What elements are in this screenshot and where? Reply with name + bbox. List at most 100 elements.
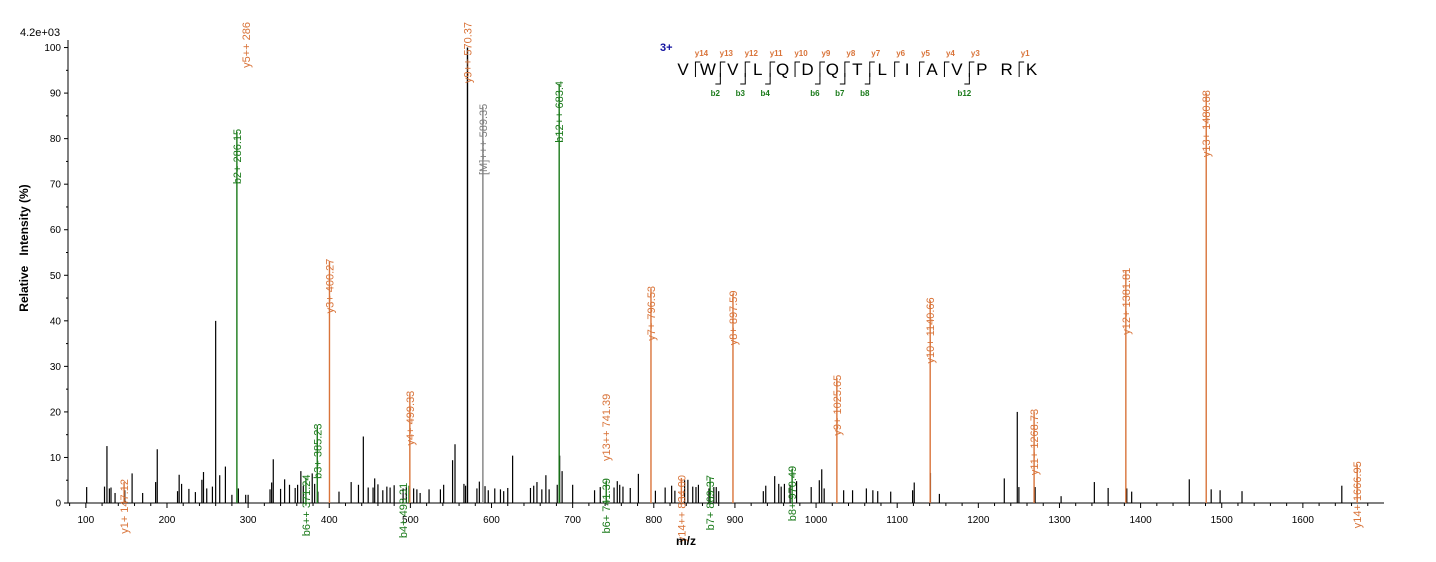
y-ion-label: y11 — [770, 49, 783, 58]
y-ion-label: y10 — [794, 49, 808, 58]
sequence-residue: A — [926, 60, 938, 79]
sequence-residue: W — [700, 60, 716, 79]
y-ion-label: y9 — [821, 49, 830, 58]
peak-label: y14+ 1666.95 — [1352, 461, 1364, 528]
b-ion-label: b4 — [760, 89, 770, 98]
b-ion-bracket — [814, 73, 821, 85]
peak-label: y8+ 897.59 — [728, 290, 740, 345]
b-ion-label: b6 — [810, 89, 820, 98]
peak-label: b7+ 869.37 — [705, 475, 717, 530]
x-tick-label: 800 — [645, 515, 662, 526]
x-tick-label: 600 — [483, 515, 500, 526]
chart-axes: 0 10 20 30 40 50 60 70 80 90 100 100 200 300 400 500 600… — [44, 40, 1384, 526]
sequence-residue: L — [753, 60, 762, 79]
sequence-residue: V — [951, 60, 963, 79]
peak-label: b3+ 385.23 — [312, 423, 324, 478]
x-tick-label: 1000 — [805, 515, 828, 526]
peak-label: b12++ 683.4 — [554, 81, 566, 143]
y-ion-label: y1 — [1021, 49, 1030, 58]
y-tick-label: 70 — [50, 180, 62, 191]
peak-label: y11+ 1268.73 — [1029, 409, 1041, 475]
y-ion-label: y12 — [745, 49, 759, 58]
peak-label: b2+ 286.15 — [232, 129, 244, 184]
sequence-residue: L — [877, 60, 886, 79]
b-ion-bracket — [839, 73, 846, 85]
y-tick-label: 20 — [50, 407, 62, 418]
y-ion-bracket — [744, 61, 751, 77]
sequence-residue: V — [727, 60, 739, 79]
peak-label: y9++ 570.37 — [462, 22, 474, 83]
x-tick-label: 1300 — [1048, 515, 1071, 526]
y-ion-label: y14 — [695, 49, 709, 58]
y-tick-label: 90 — [50, 89, 62, 100]
sequence-residue: I — [905, 60, 910, 79]
x-axis-title: m/z — [676, 534, 696, 548]
x-tick-label: 1200 — [967, 515, 990, 526]
peaks-layer — [86, 47, 1358, 503]
b-ion-label: b12 — [957, 89, 971, 98]
y-tick-label: 40 — [50, 316, 62, 327]
y-axis-title: Relative Intensity (%) — [17, 184, 31, 311]
b-ion-bracket — [765, 73, 771, 85]
peak-label: b6+ 741.39 — [601, 478, 613, 533]
b-ion-label: b2 — [711, 89, 721, 98]
y-ion-bracket — [869, 61, 875, 77]
peak-label: y13++ 741.39 — [601, 394, 613, 461]
y-tick-label: 50 — [50, 271, 62, 282]
x-tick-label: 1400 — [1129, 515, 1152, 526]
charge-state: 3+ — [660, 42, 673, 54]
y-ion-bracket — [968, 61, 975, 77]
x-tick-label: 500 — [402, 515, 419, 526]
peak-label: y13+ 1480.88 — [1201, 90, 1213, 157]
peak-label: b8+ 970.49 — [787, 466, 799, 521]
b-ion-bracket — [740, 73, 746, 85]
sequence-residue: R — [1001, 60, 1013, 79]
peak-label: y7+ 796.53 — [646, 286, 658, 341]
sequence-residue: K — [1026, 60, 1038, 79]
peak-label: [M]+++ 589.35 — [478, 104, 490, 175]
y-ion-bracket — [1018, 61, 1025, 77]
sequence-residue: Q — [826, 60, 839, 79]
x-tick-label: 400 — [321, 515, 338, 526]
sequence-residue: P — [976, 60, 987, 79]
y-ion-label: y8 — [846, 49, 855, 58]
sequence-residue: T — [852, 60, 862, 79]
b-ion-label: b7 — [835, 89, 845, 98]
x-tick-label: 300 — [240, 515, 257, 526]
y-ion-bracket — [719, 61, 726, 77]
y-tick-label: 100 — [44, 43, 61, 54]
y-ion-bracket — [894, 61, 900, 77]
x-tick-label: 100 — [78, 515, 95, 526]
x-tick-label: 700 — [564, 515, 581, 526]
x-tick-label: 1600 — [1292, 515, 1315, 526]
x-tick-label: 1100 — [886, 515, 908, 526]
y-ion-label: y4 — [946, 49, 955, 58]
x-tick-label: 1500 — [1211, 515, 1234, 526]
sequence-residue: Q — [776, 60, 789, 79]
peak-label: y1+ 147.12 — [119, 479, 131, 534]
b-ion-label: b3 — [736, 89, 746, 98]
sequence-residue: D — [801, 60, 813, 79]
peak-label: y9+ 1025.65 — [832, 375, 844, 436]
y-tick-label: 80 — [50, 134, 62, 145]
b-ion-bracket — [864, 73, 871, 85]
y-ion-label: y7 — [871, 49, 880, 58]
peak-label: y3+ 400.27 — [324, 259, 336, 314]
y-ion-bracket — [769, 61, 776, 77]
y-ion-bracket — [943, 61, 950, 77]
peak-label: y14++ 834.00 — [676, 475, 688, 542]
x-tick-label: 900 — [727, 515, 744, 526]
peak-label: y12+ 1381.81 — [1121, 268, 1133, 335]
intensity-scale-label: 4.2e+03 — [20, 27, 60, 39]
y-ion-label: y6 — [896, 49, 905, 58]
b-ion-label: b8 — [860, 89, 870, 98]
y-ion-label: y3 — [971, 49, 980, 58]
y-ion-label: y5 — [921, 49, 930, 58]
y-tick-label: 0 — [55, 499, 61, 510]
b-ion-bracket — [964, 73, 970, 85]
y-ion-bracket — [819, 61, 825, 77]
sequence-residue: V — [677, 60, 689, 79]
